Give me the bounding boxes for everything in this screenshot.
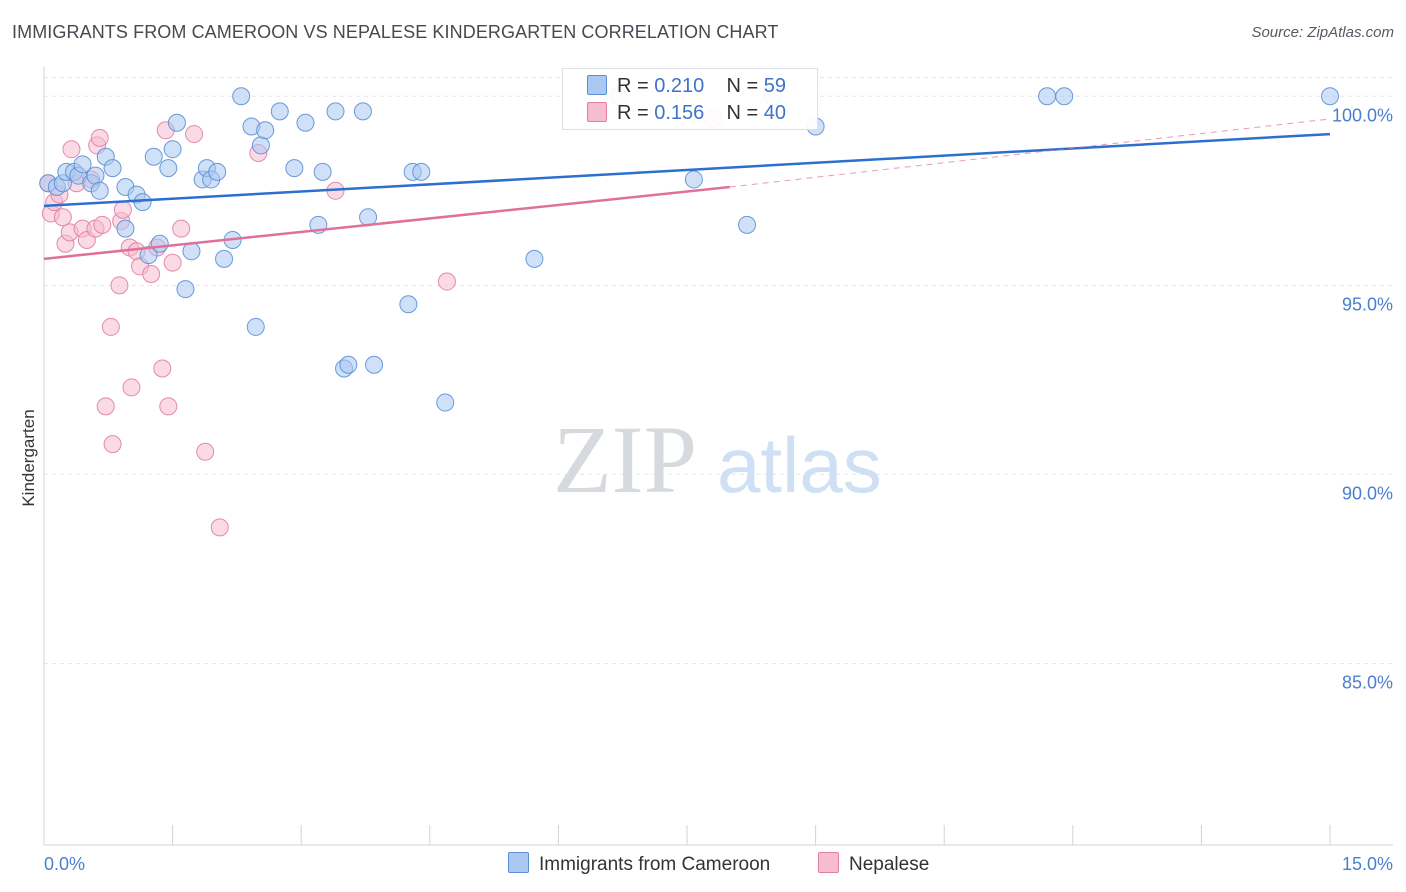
nepalese-point: [90, 128, 109, 147]
x-tick-max: 15.0%: [1342, 854, 1393, 874]
nepalese-point: [159, 397, 178, 416]
trend-lines: [43, 118, 1331, 261]
legend-r-label: R =: [617, 102, 649, 124]
cameroon-point: [182, 242, 201, 261]
y-tick-label: 90.0%: [1342, 483, 1393, 503]
cameroon-point: [1321, 87, 1339, 106]
cameroon-point: [270, 102, 289, 121]
cameroon-point: [103, 159, 122, 178]
nepalese-point: [142, 264, 161, 283]
cameroon-point: [86, 166, 105, 185]
nepalese-trend-line: [43, 185, 730, 261]
cameroon-point: [232, 87, 251, 106]
y-tick-labels: 85.0% 90.0% 95.0% 100.0%: [1332, 105, 1393, 692]
legend-r-value-cameroon: 0.210: [654, 75, 705, 97]
bottom-legend-label-cameroon: Immigrants from Cameroon: [539, 854, 771, 875]
cameroon-point: [399, 295, 418, 314]
cameroon-point: [353, 102, 372, 121]
grid-lines: [44, 76, 1393, 664]
x-tick-min: 0.0%: [44, 854, 85, 874]
chart-title: IMMIGRANTS FROM CAMEROON VS NEPALESE KIN…: [12, 22, 779, 42]
nepalese-point: [103, 435, 122, 454]
legend-n-label: N =: [726, 75, 759, 97]
series-cameroon-points: [39, 87, 1339, 412]
cameroon-point: [436, 393, 455, 412]
nepalese-point: [113, 200, 132, 219]
legend-n-value-nepalese: 40: [763, 102, 787, 124]
cameroon-point: [73, 155, 92, 174]
bottom-legend-nepalese: Nepalese: [818, 852, 929, 876]
nepalese-point: [93, 215, 112, 234]
legend-row-nepalese: R = 0.156 N = 40: [587, 102, 786, 128]
cameroon-point: [159, 159, 178, 178]
y-tick-label: 95.0%: [1342, 294, 1393, 314]
nepalese-point: [53, 208, 72, 227]
watermark-atlas: atlas: [717, 421, 882, 509]
nepalese-point: [122, 378, 141, 397]
legend-swatch-cameroon: [587, 75, 607, 95]
bottom-legend-swatch-nepalese: [818, 852, 839, 873]
cameroon-point: [339, 355, 358, 374]
cameroon-point: [133, 193, 152, 212]
nepalese-point: [196, 442, 215, 461]
y-axis-label: Kindergarten: [19, 409, 38, 506]
nepalese-point: [110, 276, 129, 295]
cameroon-point: [163, 140, 182, 159]
nepalese-point: [163, 253, 182, 272]
cameroon-point: [251, 136, 270, 155]
cameroon-trend-line: [43, 132, 1331, 208]
cameroon-point: [139, 246, 158, 265]
cameroon-point: [738, 215, 757, 234]
legend-r-label: R =: [617, 75, 649, 97]
cameroon-point: [525, 249, 544, 268]
cameroon-point: [412, 162, 431, 181]
legend-row-cameroon: R = 0.210 N = 59: [587, 75, 786, 101]
nepalese-point: [62, 140, 81, 159]
axes: [43, 66, 1393, 846]
legend-n-value-cameroon: 59: [763, 75, 787, 97]
legend-n-label: N =: [726, 102, 759, 124]
nepalese-point: [96, 397, 115, 416]
y-tick-label: 85.0%: [1342, 672, 1393, 692]
bottom-legend-label-nepalese: Nepalese: [849, 854, 930, 875]
cameroon-point: [246, 317, 265, 336]
cameroon-point: [1038, 87, 1057, 106]
cameroon-point: [285, 159, 304, 178]
nepalese-point: [185, 125, 204, 144]
cameroon-point: [144, 147, 163, 166]
cameroon-point: [208, 162, 227, 181]
cameroon-point: [176, 280, 195, 299]
cameroon-point: [116, 219, 135, 238]
cameroon-point: [296, 113, 315, 132]
nepalese-trend-extension: [729, 118, 1331, 188]
cameroon-point: [256, 121, 275, 140]
cameroon-point: [150, 234, 169, 253]
nepalese-point: [210, 518, 229, 537]
y-tick-label: 100.0%: [1332, 105, 1393, 125]
cameroon-point: [365, 355, 384, 374]
nepalese-point: [153, 359, 172, 378]
cameroon-point: [684, 170, 703, 189]
bottom-legend-cameroon: Immigrants from Cameroon: [508, 852, 770, 876]
watermark-zip: ZIP: [553, 406, 697, 513]
cameroon-point: [1055, 87, 1074, 106]
correlation-legend: R = 0.210 N = 59 R = 0.156 N = 40: [562, 68, 818, 130]
nepalese-point: [101, 317, 120, 336]
cameroon-point: [326, 102, 345, 121]
cameroon-point: [313, 162, 332, 181]
legend-r-value-nepalese: 0.156: [654, 102, 705, 124]
nepalese-point: [172, 219, 191, 238]
nepalese-point: [437, 272, 456, 291]
bottom-legend-swatch-cameroon: [508, 852, 529, 873]
cameroon-point: [215, 249, 234, 268]
cameroon-point: [167, 113, 186, 132]
legend-swatch-nepalese: [587, 102, 607, 122]
source-label: Source: ZipAtlas.com: [1251, 24, 1394, 41]
cameroon-point: [90, 181, 109, 200]
